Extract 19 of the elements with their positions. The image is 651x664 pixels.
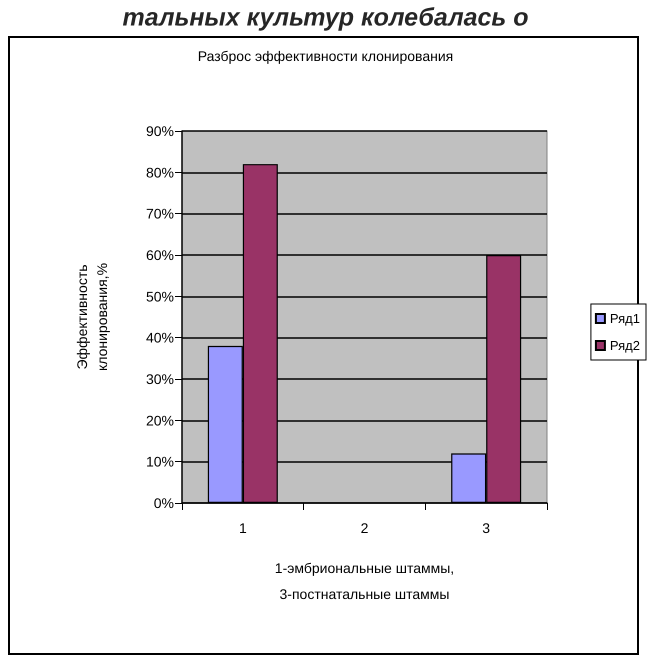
y-tick-label: 40% — [146, 330, 174, 346]
y-tick-label: 0% — [154, 495, 174, 511]
x-tick-label: 2 — [360, 520, 369, 536]
x-axis-title: 1-эмбриональные штаммы, 3-постнатальные штаммы — [274, 560, 454, 602]
y-tick-label: 50% — [146, 288, 174, 304]
y-tick-label: 90% — [146, 123, 174, 139]
legend-label: Ряд2 — [610, 338, 640, 353]
y-tick-label: 20% — [146, 412, 174, 428]
x-tick-label: 1 — [238, 520, 247, 536]
chart-title: Разброс эффективности клонирования — [198, 48, 454, 64]
y-tick-label: 60% — [146, 247, 174, 263]
y-tick-label: 80% — [146, 164, 174, 180]
text: тальных культур колебалась о — [122, 4, 528, 32]
y-tick-label: 30% — [146, 371, 174, 387]
x-tick-label: 3 — [482, 520, 490, 536]
y-tick-label: 70% — [146, 206, 174, 222]
y-tick-label: 10% — [146, 454, 174, 470]
legend-label: Ряд1 — [610, 311, 640, 326]
y-axis-title: Эффективность клонирования,% — [74, 262, 110, 372]
